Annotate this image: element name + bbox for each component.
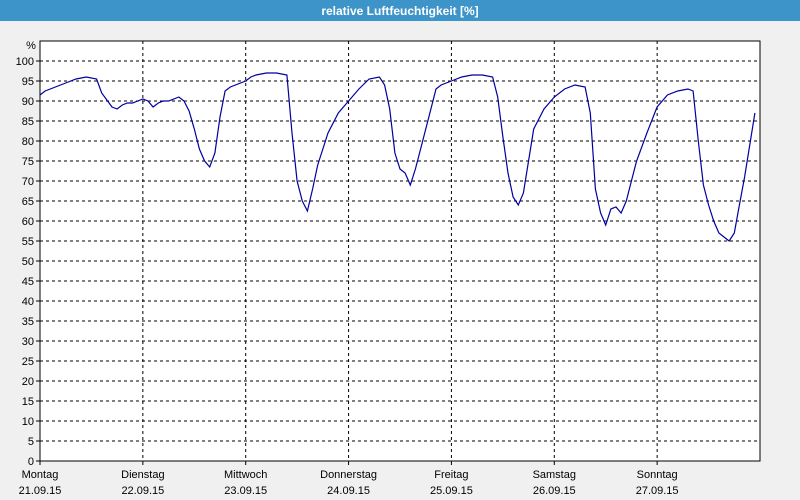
y-tick-label: 45 xyxy=(22,276,34,288)
y-tick-label: 10 xyxy=(22,416,34,428)
x-tick-date-label: 25.09.15 xyxy=(430,485,473,497)
grid-lines xyxy=(40,41,760,461)
x-tick-date-label: 22.09.15 xyxy=(121,485,164,497)
y-tick-label: 85 xyxy=(22,116,34,128)
humidity-chart: 0 5 10 15 20 25 30 35 40 45 50 55 60 65 70 75 80 85 90 95 10… xyxy=(16,40,761,497)
y-tick-label: 30 xyxy=(22,336,34,348)
y-tick-label: 90 xyxy=(22,96,34,108)
y-tick-label: 20 xyxy=(22,376,34,388)
y-tick-label: 80 xyxy=(22,136,34,148)
plot-area xyxy=(39,40,761,462)
y-axis-label: % xyxy=(26,40,36,52)
x-tick-date-label: 24.09.15 xyxy=(327,485,370,497)
x-tick-day-label: Montag xyxy=(22,469,59,481)
x-tick-date-label: 26.09.15 xyxy=(533,485,576,497)
x-tick-day-label: Dienstag xyxy=(121,469,164,481)
y-tick-label: 40 xyxy=(22,296,34,308)
y-tick-label: 60 xyxy=(22,216,34,228)
x-tick-day-label: Donnerstag xyxy=(320,469,377,481)
y-tick-label: 70 xyxy=(22,176,34,188)
y-tick-label: 35 xyxy=(22,316,34,328)
y-tick-label: 65 xyxy=(22,196,34,208)
y-tick-label: 25 xyxy=(22,356,34,368)
y-tick-label: 95 xyxy=(22,76,34,88)
y-tick-label: 55 xyxy=(22,236,34,248)
x-tick-date-label: 23.09.15 xyxy=(224,485,267,497)
x-tick-day-label: Freitag xyxy=(434,469,468,481)
x-tick-date-label: 27.09.15 xyxy=(636,485,679,497)
y-tick-label: 5 xyxy=(28,436,34,448)
y-tick-label: 15 xyxy=(22,396,34,408)
window-title: relative Luftfeuchtigkeit [%] xyxy=(321,3,479,18)
x-tick-day-label: Mittwoch xyxy=(224,469,267,481)
y-axis-ticks: 0 5 10 15 20 25 30 35 40 45 50 55 60 65 70 75 80 85 90 95 10… xyxy=(16,56,40,468)
x-tick-date-label: 21.09.15 xyxy=(19,485,62,497)
y-tick-label: 0 xyxy=(28,456,34,468)
x-axis-ticks: Montag 21.09.15 Dienstag 22.09.15 Mittwoch 23… xyxy=(19,461,679,497)
x-tick-day-label: Samstag xyxy=(533,469,576,481)
window-title-bar: relative Luftfeuchtigkeit [%] xyxy=(0,0,800,21)
y-tick-label: 75 xyxy=(22,156,34,168)
y-tick-label: 100 xyxy=(16,56,34,68)
humidity-series-line xyxy=(39,72,756,242)
x-tick-day-label: Sonntag xyxy=(637,469,678,481)
y-tick-label: 50 xyxy=(22,256,34,268)
